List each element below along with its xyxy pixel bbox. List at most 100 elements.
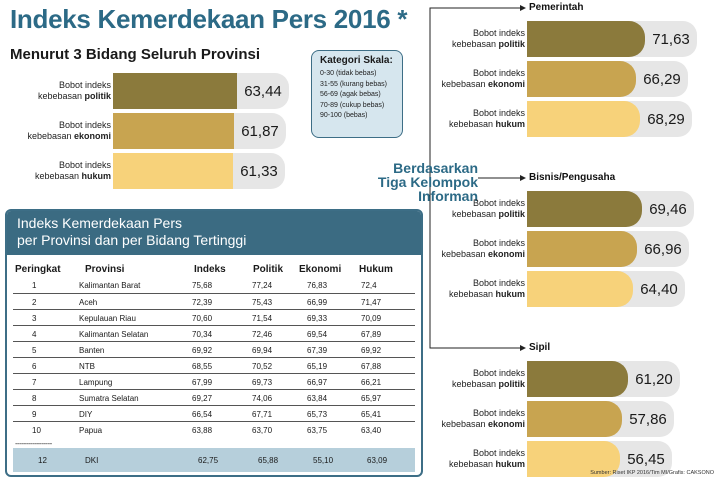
cell-indeks: 62,75 <box>198 456 219 465</box>
bar-label-line: Bobot indeks <box>58 120 111 130</box>
table-row: 1 Kalimantan Barat 75,68 77,24 76,83 72,4 <box>7 277 421 293</box>
group-title-sipil: Sipil <box>529 342 551 353</box>
bar-row-ekonomi: Bobot indeks kebebasan ekonomi 61,87 <box>5 113 286 149</box>
table-row: 9 DIY 66,54 67,71 65,73 65,41 <box>13 405 415 421</box>
connector-arrow-pemerintah <box>520 5 526 11</box>
table-row: 3 Kepulauan Riau 70,60 71,54 69,33 70,09 <box>13 309 415 325</box>
bar-label-line: kebebasan hukum <box>448 119 525 129</box>
cell-hukum: 63,40 <box>361 426 382 435</box>
province-table: Indeks Kemerdekaan Pers per Provinsi dan… <box>5 209 423 477</box>
bar-label-line: kebebasan ekonomi <box>441 249 525 259</box>
kategori-item: 0-30 (tidak bebas) <box>320 70 377 77</box>
kategori-item: 70-89 (cukup bebas) <box>320 101 385 109</box>
cell-politik: 72,46 <box>252 330 273 339</box>
bar-row-hukum: Bobot indeks kebebasan hukum 56,45 <box>430 441 680 477</box>
cell-peringkat: 8 <box>32 394 37 403</box>
bar-hukum <box>527 271 633 307</box>
bar-politik <box>527 21 645 57</box>
bar-row-hukum: Bobot indeks kebebasan hukum 68,29 <box>430 101 700 137</box>
bar-label: Bobot indeks kebebasan ekonomi <box>430 403 525 435</box>
cell-indeks: 69,27 <box>192 394 213 403</box>
bar-label-line: Bobot indeks <box>472 108 525 118</box>
table-row: 4 Kalimantan Selatan 70,34 72,46 69,54 67,89 <box>13 325 415 341</box>
bar-label: Bobot indeks kebebasan ekonomi <box>5 115 111 147</box>
table-separator: ----------------- <box>15 439 52 448</box>
cell-ekonomi: 69,54 <box>307 330 328 339</box>
bar-row-politik: Bobot indeks kebebasan politik 69,46 <box>430 191 702 227</box>
bar-label-line: kebebasan hukum <box>448 289 525 299</box>
cell-politik: 67,71 <box>252 410 273 419</box>
kategori-item: 31-55 (kurang bebas) <box>320 80 387 88</box>
bar-ekonomi <box>527 231 637 267</box>
cell-indeks: 70,60 <box>192 314 213 323</box>
cell-peringkat: 2 <box>32 298 37 307</box>
column-header-provinsi: Provinsi <box>85 264 125 275</box>
bar-label-line: Bobot indeks <box>472 198 525 208</box>
bar-value-label: 61,33 <box>233 153 285 189</box>
bar-label-line: kebebasan politik <box>451 39 525 49</box>
bar-label-line: kebebasan ekonomi <box>441 419 525 429</box>
berdasarkan-label: Berdasarkan Tiga Kelompok Informan <box>360 161 478 203</box>
cell-ekonomi: 67,39 <box>307 346 328 355</box>
berdasarkan-line: Tiga Kelompok <box>377 174 478 190</box>
table-row: 8 Sumatra Selatan 69,27 74,06 63,84 65,97 <box>13 389 415 405</box>
bar-label-line: Bobot indeks <box>58 160 111 170</box>
cell-ekonomi: 69,33 <box>307 314 328 323</box>
bar-hukum <box>527 441 620 477</box>
bar-label: Bobot indeks kebebasan politik <box>430 23 525 55</box>
cell-politik: 74,06 <box>252 394 273 403</box>
cell-provinsi: DKI <box>85 456 99 465</box>
cell-provinsi: Aceh <box>79 298 98 307</box>
cell-provinsi: Sumatra Selatan <box>79 394 139 403</box>
cell-hukum: 65,97 <box>361 394 382 403</box>
bar-ekonomi <box>527 401 622 437</box>
cell-peringkat: 6 <box>32 362 37 371</box>
bar-row-politik: Bobot indeks kebebasan politik 63,44 <box>5 73 289 109</box>
connector-pemerintah <box>429 7 520 178</box>
bar-label-line: Bobot indeks <box>472 368 525 378</box>
table-row: 6 NTB 68,55 70,52 65,19 67,88 <box>13 357 415 373</box>
table-row-highlight: 12 DKI 62,75 65,88 55,10 63,09 <box>13 448 415 472</box>
bar-label: Bobot indeks kebebasan politik <box>430 193 525 225</box>
cell-indeks: 67,99 <box>192 378 213 387</box>
cell-ekonomi: 55,10 <box>313 456 334 465</box>
cell-politik: 63,70 <box>252 426 273 435</box>
kategori-item: 56-69 (agak bebas) <box>320 91 381 98</box>
bar-label-line: kebebasan ekonomi <box>27 131 111 141</box>
cell-ekonomi: 65,19 <box>307 362 328 371</box>
cell-ekonomi: 63,75 <box>307 426 328 435</box>
table-title: Indeks Kemerdekaan Pers per Provinsi dan… <box>7 211 421 255</box>
table-row: 2 Aceh 72,39 75,43 66,99 71,47 <box>13 293 415 309</box>
cell-politik: 77,24 <box>252 281 273 290</box>
column-header-ekonomi: Ekonomi <box>299 264 342 275</box>
cell-politik: 69,73 <box>252 378 273 387</box>
bar-politik <box>113 73 237 109</box>
cell-hukum: 72,4 <box>361 281 377 290</box>
connector-arrow-sipil <box>520 345 526 351</box>
cell-peringkat: 10 <box>32 426 41 435</box>
bar-label: Bobot indeks kebebasan hukum <box>5 155 111 187</box>
table-title-line: Indeks Kemerdekaan Pers <box>17 215 182 231</box>
column-header-peringkat: Peringkat <box>15 264 61 275</box>
cell-ekonomi: 63,84 <box>307 394 328 403</box>
bar-row-ekonomi: Bobot indeks kebebasan ekonomi 57,86 <box>430 401 682 437</box>
page-subtitle: Menurut 3 Bidang Seluruh Provinsi <box>10 46 261 63</box>
bar-label: Bobot indeks kebebasan politik <box>430 363 525 395</box>
bar-row-hukum: Bobot indeks kebebasan hukum 64,40 <box>430 271 693 307</box>
bar-ekonomi <box>113 113 234 149</box>
bar-politik <box>527 361 628 397</box>
bar-label: Bobot indeks kebebasan politik <box>5 75 111 107</box>
cell-peringkat: 12 <box>38 456 47 465</box>
table-row: 10 Papua 63,88 63,70 63,75 63,40 <box>13 421 415 437</box>
bar-politik <box>527 191 642 227</box>
cell-indeks: 68,55 <box>192 362 213 371</box>
cell-provinsi: Kalimantan Selatan <box>79 330 149 339</box>
column-header-politik: Politik <box>253 264 284 275</box>
bar-label-line: kebebasan hukum <box>34 171 111 181</box>
bar-hukum <box>527 101 640 137</box>
cell-provinsi: Kepulauan Riau <box>79 314 136 323</box>
bar-label: Bobot indeks kebebasan ekonomi <box>430 233 525 265</box>
bar-label-line: kebebasan politik <box>37 91 111 101</box>
cell-indeks: 75,68 <box>192 281 213 290</box>
